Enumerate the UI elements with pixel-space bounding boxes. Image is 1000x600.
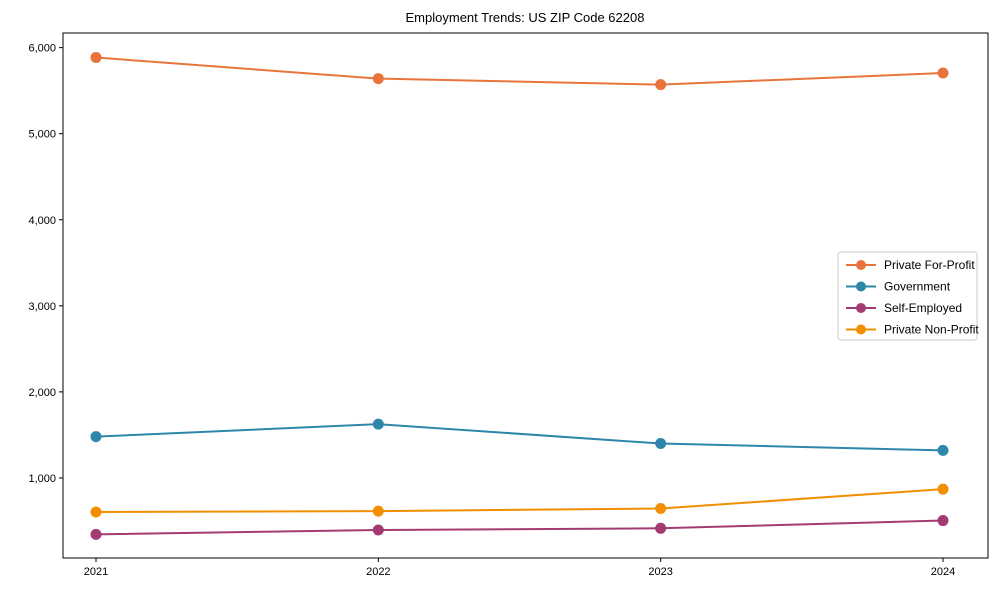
legend-entry-private-non-profit: Private Non-Profit [846,323,979,337]
chart-title: Employment Trends: US ZIP Code 62208 [406,10,645,25]
data-point-self-employed-2021 [90,528,102,540]
y-axis-tick-label: 6,000 [28,43,56,55]
series-private-non-profit [90,483,949,518]
legend-label-government: Government [884,280,951,294]
data-point-government-2022 [372,418,384,430]
y-axis-tick-label: 3,000 [28,301,56,313]
x-axis-tick-label: 2022 [366,566,390,578]
legend-marker-private-for-profit [856,260,866,270]
legend-entry-private-for-profit: Private For-Profit [846,258,975,272]
legend-label-private-for-profit: Private For-Profit [884,258,975,272]
data-point-private-non-profit-2023 [655,503,667,515]
series-line-private-non-profit [95,488,944,513]
series-government [90,418,949,456]
data-point-government-2024 [937,444,949,456]
data-point-private-non-profit-2021 [90,506,102,518]
x-axis-tick-label: 2023 [648,566,672,578]
data-point-private-for-profit-2024 [937,67,949,79]
legend-marker-private-non-profit [856,324,866,335]
x-axis-tick-label: 2021 [84,566,108,578]
y-axis-tick-label: 1,000 [28,473,56,485]
x-axis-tick-label: 2024 [931,566,955,578]
series-line-self-employed [95,519,944,536]
data-point-self-employed-2022 [372,524,384,536]
series-line-private-for-profit [95,56,944,86]
legend-marker-self-employed [856,303,866,313]
data-point-private-for-profit-2021 [90,52,102,64]
series-self-employed [90,515,949,540]
data-point-private-for-profit-2022 [372,73,384,85]
legend-label-self-employed: Self-Employed [884,301,962,315]
y-axis-tick-label: 2,000 [28,387,56,399]
legend-entry-government: Government [846,280,951,294]
y-axis-tick-label: 4,000 [28,215,56,227]
series-line-government [95,423,944,452]
legend: Private For-Profit Government Self-Employe… [837,251,979,341]
data-point-private-non-profit-2024 [937,483,949,495]
data-point-self-employed-2023 [655,522,667,534]
legend-entry-self-employed: Self-Employed [846,301,962,315]
legend-box [837,251,978,341]
data-point-government-2021 [90,431,102,443]
plot-border [62,32,989,559]
data-point-private-non-profit-2022 [372,505,384,517]
series-private-for-profit [90,52,949,91]
legend-marker-government [856,281,866,292]
data-point-self-employed-2024 [937,515,949,527]
y-axis-tick-label: 5,000 [28,129,56,141]
data-point-private-for-profit-2023 [655,79,667,91]
legend-label-private-non-profit: Private Non-Profit [884,323,979,337]
data-point-government-2023 [655,438,667,450]
